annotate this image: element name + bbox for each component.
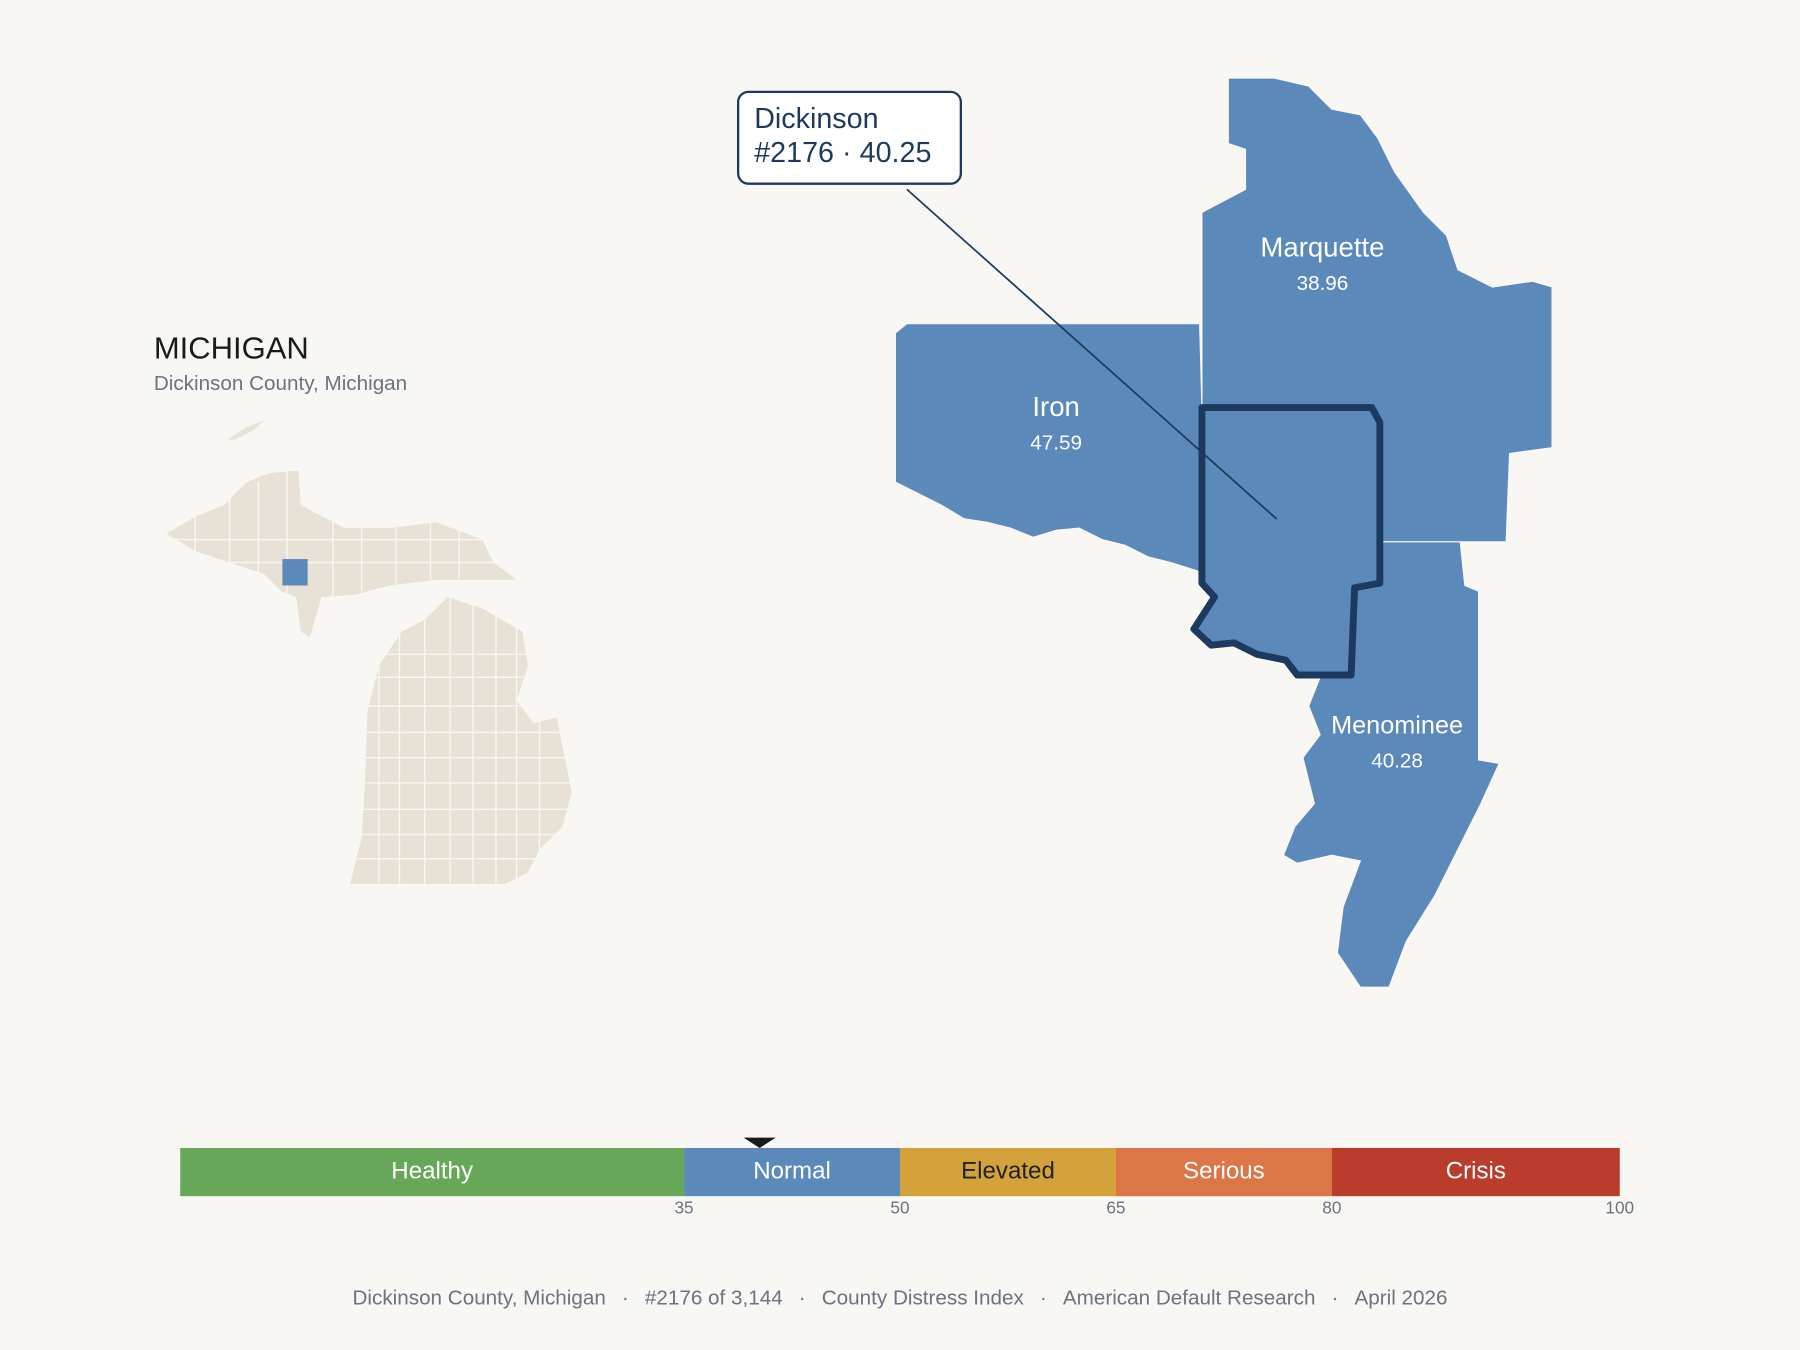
scale-segment-label: Crisis (1446, 1157, 1506, 1184)
callout-rank: #2176 (754, 136, 834, 168)
scale-tick-label: 100 (1605, 1197, 1634, 1217)
callout-box (736, 90, 962, 185)
scale-segment (900, 1147, 1116, 1197)
scale-tick-label: 50 (890, 1197, 909, 1217)
county-value: 40.28 (1371, 750, 1423, 773)
state-subtitle: Dickinson County, Michigan (154, 372, 407, 395)
callout-separator: · (842, 136, 852, 168)
county-map: Marquette 38.96 Iron 47.59 Menominee 40.… (894, 77, 1553, 988)
footer-separator: · (1332, 1287, 1339, 1310)
state-title: MICHIGAN (154, 330, 309, 365)
footer: Dickinson County, Michigan · #2176 of 3,14… (353, 1287, 1448, 1310)
selected-county[interactable] (1190, 404, 1384, 679)
scale-segment-label: Elevated (961, 1157, 1055, 1184)
callout-value: 40.25 (860, 136, 932, 168)
leader-line (906, 188, 1278, 520)
callout-detail: #2176 · 40.25 (754, 136, 931, 168)
county-grid (172, 470, 572, 884)
scale-segment (1115, 1147, 1332, 1197)
footer-item: #2176 of 3,144 (645, 1287, 783, 1310)
county-shape (1201, 77, 1553, 543)
county-value: 38.96 (1297, 272, 1349, 295)
scale-tick-label: 65 (1106, 1197, 1125, 1217)
scale-marker (743, 1137, 776, 1148)
footer-separator: · (799, 1287, 806, 1310)
inset-highlight (282, 559, 308, 586)
scale-segment-label: Healthy (391, 1157, 473, 1184)
scale-segment-label: Serious (1183, 1157, 1265, 1184)
footer-item: American Default Research (1063, 1287, 1316, 1310)
footer-item: April 2026 (1354, 1287, 1447, 1310)
footer-item: Dickinson County, Michigan (353, 1287, 606, 1310)
footer-item: County Distress Index (822, 1287, 1025, 1310)
scale-segment-label: Normal (753, 1157, 831, 1184)
county-value: 47.59 (1030, 432, 1082, 455)
scale-tick-label: 80 (1322, 1197, 1341, 1217)
scale-bar: Healthy Normal Elevated Serious Crisis 35 50 65… (180, 1137, 1634, 1217)
callout-name: Dickinson (754, 103, 878, 135)
island (227, 420, 265, 440)
county-name: Menominee (1331, 711, 1463, 739)
scale-segment (180, 1147, 685, 1197)
county-name: Iron (1032, 391, 1079, 422)
scale-tick-label: 35 (674, 1197, 693, 1217)
scale-segment (684, 1147, 900, 1197)
callout: Dickinson #2176 · 40.25 (736, 90, 1278, 520)
scale-segment (1331, 1147, 1620, 1197)
county-shape (1282, 541, 1501, 988)
footer-separator: · (1040, 1287, 1047, 1310)
county-name: Marquette (1260, 231, 1384, 262)
footer-separator: · (622, 1287, 629, 1310)
county-shape (894, 323, 1203, 573)
